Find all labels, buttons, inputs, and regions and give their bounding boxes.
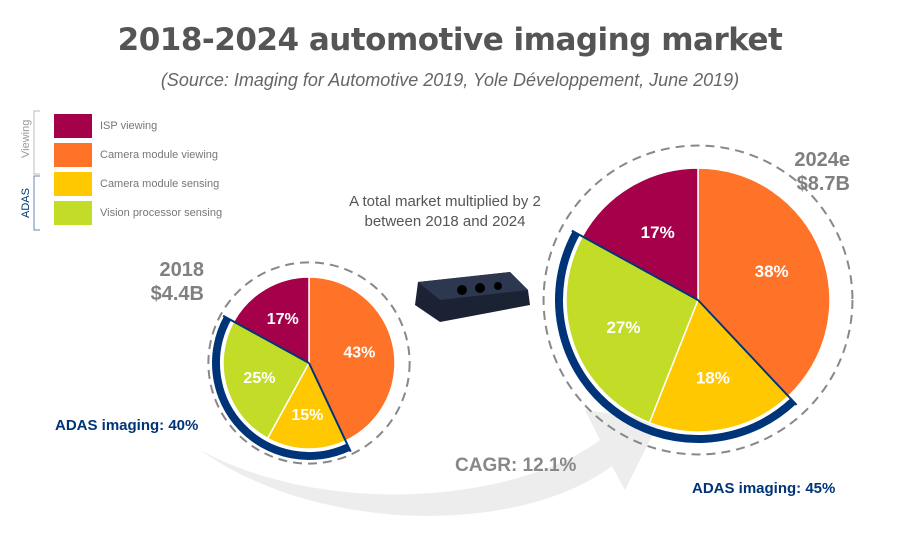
adas-divider bbox=[697, 299, 798, 406]
data-label: 17% bbox=[267, 311, 299, 328]
adas-divider bbox=[308, 362, 352, 453]
data-label: 38% bbox=[755, 262, 789, 281]
data-label: 43% bbox=[343, 344, 375, 361]
chart-subtitle: (Source: Imaging for Automotive 2019, Yo… bbox=[160, 70, 740, 90]
year-label: 2024e bbox=[794, 149, 850, 171]
data-label: 18% bbox=[696, 369, 730, 388]
market-note: A total market multiplied by 2 between 2… bbox=[349, 193, 541, 230]
camera-module-image bbox=[415, 272, 530, 322]
pie-slice-2018 bbox=[222, 320, 311, 440]
adas-arc bbox=[555, 231, 796, 443]
year-2024-label: 2024e $8.7B bbox=[760, 148, 850, 196]
legend-item-camera-viewing: Camera module viewing bbox=[54, 143, 218, 167]
legend-swatch bbox=[54, 201, 92, 225]
pie-slice-2018 bbox=[266, 361, 347, 450]
growth-arrow bbox=[200, 410, 660, 516]
total-label: $8.7B bbox=[796, 173, 850, 195]
legend-item-isp-viewing: ISP viewing bbox=[54, 114, 157, 138]
dashed-outline bbox=[207, 261, 411, 465]
data-label: 15% bbox=[291, 407, 323, 424]
adas-divider bbox=[571, 229, 699, 301]
pie-slice-2024e bbox=[697, 167, 831, 398]
legend-label: Camera module sensing bbox=[100, 178, 220, 190]
legend-label: Camera module viewing bbox=[100, 149, 218, 161]
legend-item-camera-sensing: Camera module sensing bbox=[54, 172, 219, 196]
pie-slice-2024e bbox=[648, 298, 790, 433]
data-label: 27% bbox=[606, 318, 640, 337]
legend-label: ISP viewing bbox=[100, 120, 158, 132]
adas-2024-label: ADAS imaging: 45% bbox=[692, 480, 836, 497]
legend-swatch bbox=[54, 172, 92, 196]
year-label: 2018 bbox=[159, 259, 205, 281]
dashed-outline bbox=[542, 144, 854, 456]
adas-divider bbox=[222, 314, 310, 364]
legend-group-adas: ADAS bbox=[20, 188, 32, 218]
legend-item-vision-sensing: Vision processor sensing bbox=[54, 201, 222, 225]
legend-brackets bbox=[33, 110, 40, 231]
pie-slice-2018 bbox=[308, 276, 396, 442]
cagr-label: CAGR: 12.1% bbox=[455, 455, 577, 476]
data-label: 17% bbox=[641, 223, 675, 242]
adas-2018-label: ADAS imaging: 40% bbox=[55, 417, 199, 434]
legend-label: Vision processor sensing bbox=[100, 207, 223, 219]
pie-slice-2018 bbox=[232, 276, 310, 365]
legend-group-viewing: Viewing bbox=[20, 119, 32, 158]
pie-slice-2024e bbox=[581, 167, 699, 302]
data-label: 25% bbox=[243, 370, 275, 387]
adas-arc bbox=[212, 316, 351, 460]
total-label: $4.4B bbox=[150, 283, 204, 305]
legend-swatch bbox=[54, 143, 92, 167]
chart-title: 2018-2024 automotive imaging market bbox=[117, 22, 783, 58]
legend-swatch bbox=[54, 114, 92, 138]
year-2018-label: 2018 $4.4B bbox=[130, 258, 204, 306]
